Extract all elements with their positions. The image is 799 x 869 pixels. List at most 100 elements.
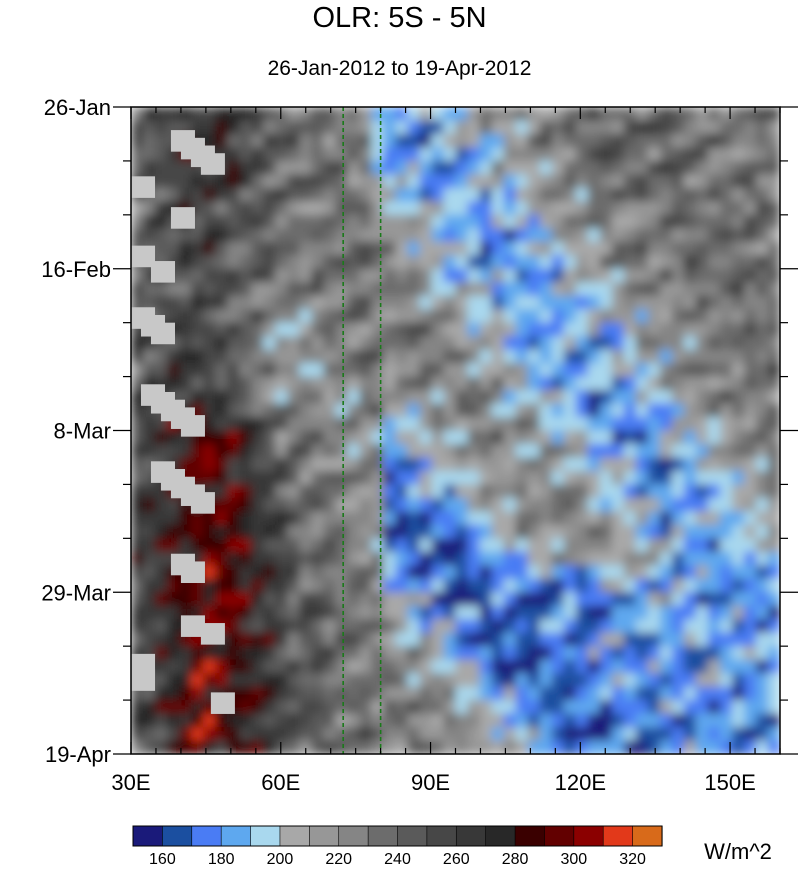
field-cell <box>563 605 577 621</box>
field-cell <box>575 484 589 499</box>
field-cell <box>263 565 277 580</box>
field-cell <box>587 160 601 176</box>
field-cell <box>527 524 541 540</box>
field-cell <box>215 133 228 149</box>
field-cell <box>659 282 673 297</box>
field-cell <box>287 686 301 701</box>
field-cell <box>155 578 168 594</box>
field-cell <box>479 457 493 472</box>
field-cell <box>479 605 493 621</box>
field-cell <box>683 592 697 607</box>
field-cell <box>467 727 481 742</box>
field-cell <box>359 417 373 432</box>
field-cell <box>419 322 433 337</box>
field-cell <box>431 228 445 243</box>
field-cell <box>731 538 745 553</box>
field-cell <box>251 363 265 378</box>
field-cell <box>335 646 349 661</box>
field-cell <box>719 565 733 580</box>
field-cell <box>383 403 397 418</box>
field-cell <box>743 457 757 472</box>
field-cell <box>611 484 625 499</box>
field-cell <box>299 390 313 405</box>
field-cell <box>455 174 469 189</box>
field-cell <box>191 376 204 391</box>
field-cell <box>575 160 589 176</box>
field-cell <box>575 497 589 513</box>
field-cell <box>347 336 361 351</box>
field-cell <box>371 187 385 203</box>
field-cell <box>239 700 252 715</box>
field-cell <box>707 700 721 715</box>
field-cell <box>515 659 529 674</box>
field-cell <box>323 632 337 647</box>
field-cell <box>719 282 733 297</box>
field-cell <box>671 619 685 634</box>
field-cell <box>743 160 757 176</box>
field-cell <box>239 646 252 661</box>
field-cell <box>659 241 673 257</box>
field-cell <box>311 147 325 162</box>
field-cell <box>167 592 180 607</box>
field-cell <box>683 147 697 162</box>
field-cell <box>335 376 349 391</box>
field-cell <box>239 605 252 621</box>
field-cell <box>515 363 529 378</box>
field-cell <box>695 700 709 715</box>
field-cell <box>575 700 589 715</box>
field-cell <box>647 403 661 418</box>
field-cell <box>419 497 433 513</box>
field-cell <box>659 349 673 364</box>
field-cell <box>239 484 252 499</box>
field-cell <box>707 470 721 486</box>
field-cell <box>539 619 553 634</box>
field-cell <box>671 659 685 674</box>
field-cell <box>419 700 433 715</box>
colorbar-label: 320 <box>619 851 646 868</box>
field-cell <box>707 497 721 513</box>
field-cell <box>371 578 385 594</box>
field-cell <box>563 160 577 176</box>
field-cell <box>527 363 541 378</box>
field-cell <box>635 511 649 526</box>
field-cell <box>623 376 637 391</box>
x-tick-label: 120E <box>555 770 606 795</box>
field-cell <box>203 228 216 243</box>
field-cell <box>359 565 373 580</box>
field-cell <box>479 376 493 391</box>
field-cell <box>659 417 673 432</box>
field-cell <box>431 376 445 391</box>
field-cell <box>455 363 469 378</box>
field-cell <box>647 295 661 310</box>
field-cell <box>611 349 625 364</box>
field-cell <box>155 147 168 162</box>
field-cell <box>371 241 385 257</box>
field-cell <box>767 524 780 540</box>
field-cell <box>587 619 601 634</box>
field-cell <box>383 363 397 378</box>
field-cell <box>755 120 769 135</box>
field-cell <box>683 632 697 647</box>
field-cell <box>323 268 337 284</box>
field-cell <box>599 686 613 701</box>
field-cell <box>227 484 240 499</box>
field-cell <box>203 282 216 297</box>
field-cell <box>191 241 204 257</box>
field-cell <box>299 713 313 728</box>
field-cell <box>767 363 780 378</box>
field-cell <box>299 417 313 432</box>
field-cell <box>203 524 216 540</box>
field-cell <box>767 336 780 351</box>
field-cell <box>239 619 252 634</box>
field-cell <box>299 295 313 310</box>
field-cell <box>623 363 637 378</box>
field-cell <box>719 309 733 324</box>
field-cell <box>479 309 493 324</box>
field-cell <box>407 390 421 405</box>
field-cell <box>539 417 553 432</box>
field-cell <box>263 673 277 688</box>
field-cell <box>563 390 577 405</box>
field-cell <box>335 282 349 297</box>
field-cell <box>575 187 589 203</box>
field-cell <box>731 497 745 513</box>
